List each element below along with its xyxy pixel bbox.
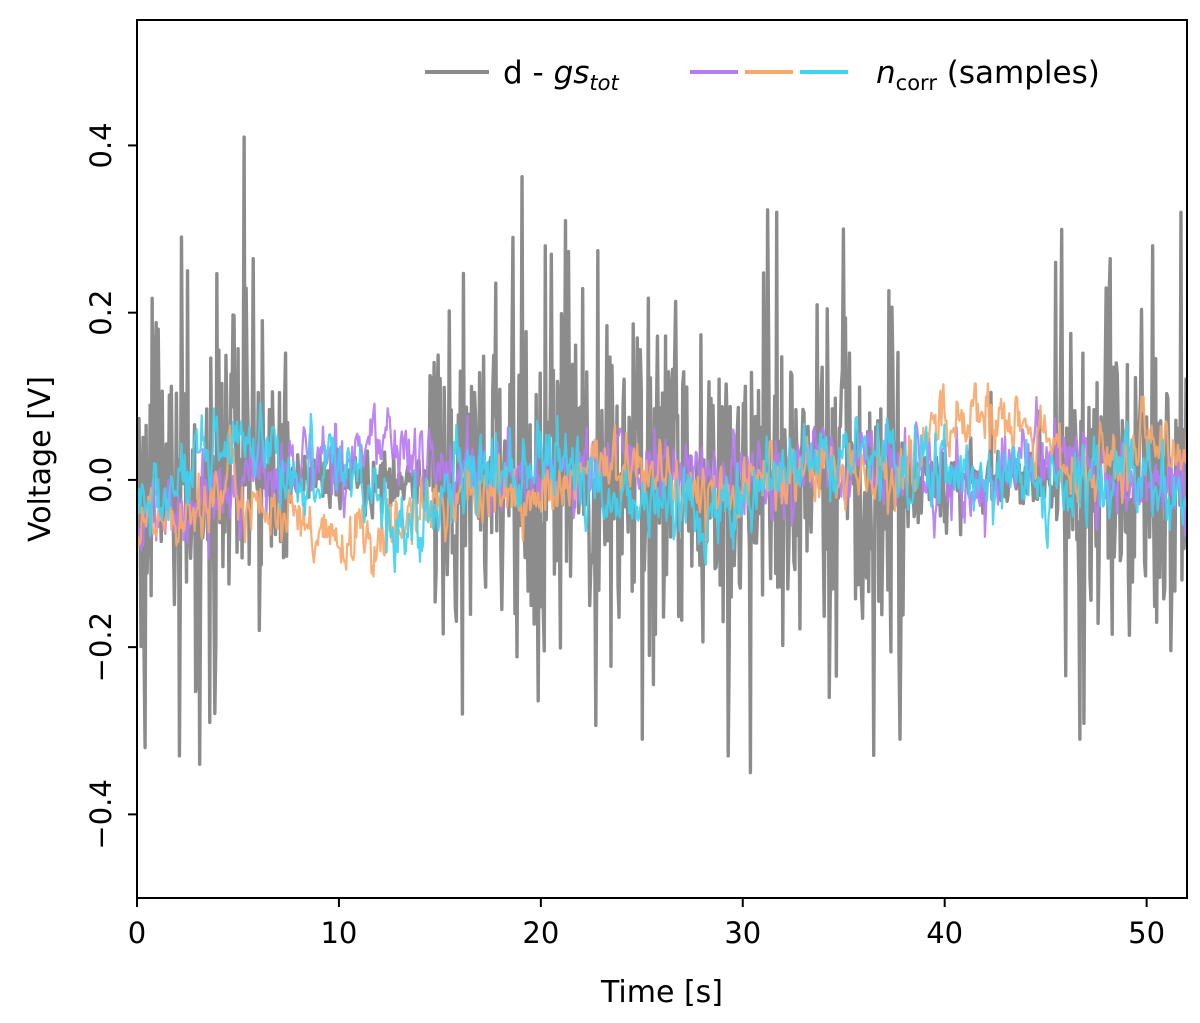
x-tick-label: 20: [522, 916, 559, 950]
y-tick-label: −0.2: [84, 612, 118, 682]
legend: d - gstot ncorr (samples): [425, 55, 1100, 95]
y-tick-label: 0.2: [84, 290, 118, 336]
x-tick-label: 40: [926, 916, 963, 950]
y-tick-label: 0.0: [84, 457, 118, 503]
legend-noise-label: ncorr (samples): [876, 55, 1100, 95]
series-line-3: [137, 382, 1187, 578]
plot-frame: [136, 19, 1188, 899]
y-tick-label: −0.4: [84, 779, 118, 849]
series-layer: [137, 135, 1187, 775]
tick-layer: 0 10 20 30 40 50 −0.4 −0.2 0.0 0.2 0.4: [84, 122, 1165, 950]
x-tick-label: 10: [320, 916, 357, 950]
x-axis-label: Time [s]: [600, 975, 723, 1010]
legend-residual-label: d - gstot: [503, 55, 620, 95]
y-tick-label: 0.4: [84, 122, 118, 168]
x-tick-label: 0: [128, 916, 146, 950]
x-tick-label: 30: [724, 916, 761, 950]
y-axis-label: Voltage [V]: [23, 376, 58, 542]
series-line-4: [137, 401, 1187, 574]
x-tick-label: 50: [1128, 916, 1165, 950]
